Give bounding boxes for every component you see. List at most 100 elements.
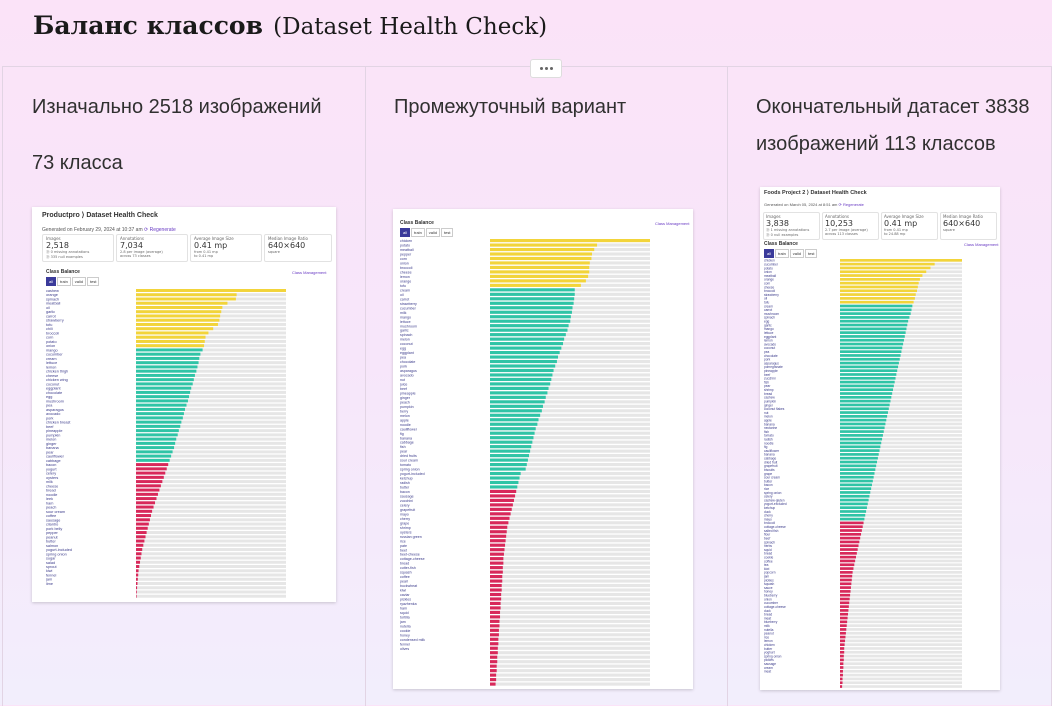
bar-track <box>840 548 962 551</box>
bar-track <box>490 561 650 565</box>
tab-test[interactable]: test <box>87 277 100 286</box>
class-label: tomato <box>764 434 774 438</box>
bar-track <box>490 512 650 516</box>
class-label: pickles <box>764 658 774 662</box>
class-label: pear <box>46 450 54 454</box>
bar-track <box>840 681 962 685</box>
tab-valid[interactable]: valid <box>789 249 805 258</box>
class-bar <box>490 252 593 256</box>
bar-track <box>490 624 650 628</box>
class-bar <box>136 539 145 543</box>
class-bar <box>490 368 554 373</box>
class-bar <box>490 552 504 556</box>
bar-track <box>490 642 650 646</box>
class-bar <box>840 453 879 456</box>
bar-track <box>136 335 286 339</box>
bar-track <box>840 460 962 464</box>
bar-track <box>136 514 286 518</box>
bar-track <box>840 491 962 494</box>
bar-track <box>490 413 650 417</box>
class-bar <box>136 569 139 573</box>
bar-track <box>840 624 962 627</box>
class-label: sausage <box>46 518 60 522</box>
class-label: yogurt-included <box>46 548 72 552</box>
class-label: eggplant <box>46 387 62 391</box>
class-bar <box>840 555 856 559</box>
class-label: beef <box>400 387 407 391</box>
stat-images: Images 3,838 ⓪ 1 missing annotations ⓪ 0 n… <box>763 212 820 240</box>
class-label: beef <box>46 425 54 429</box>
column-initial: Изначально 2518 изображений 73 класса <box>3 67 366 706</box>
class-bar <box>490 646 498 650</box>
class-bar <box>840 552 857 555</box>
class-bar <box>490 283 581 287</box>
class-bar <box>490 476 520 480</box>
bar-track <box>490 409 650 413</box>
class-bar <box>490 628 499 632</box>
regenerate-link[interactable]: ⟳ Regenerate <box>838 202 864 207</box>
tab-train[interactable]: train <box>57 277 71 286</box>
class-label: beef <box>764 536 770 540</box>
class-bar <box>840 639 846 643</box>
tab-train[interactable]: train <box>411 228 425 237</box>
class-bar <box>490 579 503 583</box>
bar-track <box>840 669 962 673</box>
bar-track <box>840 392 962 395</box>
class-label: strawberry <box>764 293 779 297</box>
bar-track <box>490 619 650 623</box>
class-bar <box>490 324 569 328</box>
tab-all[interactable]: all <box>400 228 411 237</box>
bar-track <box>136 501 286 505</box>
tab-train[interactable]: train <box>775 249 789 258</box>
bar-track <box>840 399 962 403</box>
tab-all[interactable]: all <box>764 249 775 258</box>
class-bar <box>136 582 138 585</box>
class-bar <box>490 503 513 507</box>
tab-test[interactable]: test <box>441 228 454 237</box>
class-management-link[interactable]: Class Management <box>655 221 690 226</box>
class-bar <box>136 446 175 450</box>
bar-track <box>840 365 962 369</box>
class-label: mango <box>46 348 58 352</box>
class-bar <box>490 619 500 623</box>
class-label: cashew <box>764 396 776 400</box>
class-bar <box>840 529 862 532</box>
bar-track <box>840 354 962 357</box>
tab-test[interactable]: test <box>805 249 818 258</box>
class-bar <box>136 331 209 335</box>
tab-all[interactable]: all <box>46 277 57 286</box>
tab-valid[interactable]: valid <box>425 228 441 237</box>
class-label: chicken breast <box>46 421 71 425</box>
bar-track <box>490 485 650 489</box>
class-label: juice <box>400 382 407 386</box>
class-bar <box>490 624 500 628</box>
bar-track <box>136 331 286 335</box>
class-management-link[interactable]: Class Management <box>292 270 327 275</box>
class-bar <box>490 682 496 686</box>
class-bar <box>840 278 920 281</box>
bar-track <box>840 555 962 559</box>
class-balance-title: Class Balance <box>400 220 434 226</box>
bar-track <box>490 351 650 355</box>
class-label: sauce <box>764 586 773 590</box>
class-bar <box>136 305 223 309</box>
class-bar <box>490 458 528 462</box>
class-bar <box>490 534 507 538</box>
bar-track <box>490 543 650 547</box>
drag-handle-icon[interactable] <box>530 59 562 78</box>
class-bar <box>840 567 854 570</box>
class-label: sour cream <box>46 510 65 514</box>
class-label: oysters <box>400 530 412 534</box>
bar-track <box>840 437 962 441</box>
class-bar <box>840 536 861 540</box>
class-bar <box>490 413 541 417</box>
bar-track <box>490 592 650 597</box>
regenerate-link[interactable]: ⟳ Regenerate <box>144 227 176 233</box>
tab-valid[interactable]: valid <box>71 277 87 286</box>
bar-track <box>490 548 650 552</box>
bar-track <box>840 369 962 373</box>
class-management-link[interactable]: Class Management <box>964 242 999 247</box>
class-bar <box>840 342 904 346</box>
class-bar <box>840 563 855 567</box>
bar-track <box>840 593 962 597</box>
